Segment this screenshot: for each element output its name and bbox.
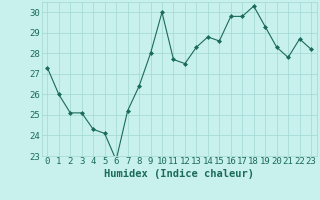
- X-axis label: Humidex (Indice chaleur): Humidex (Indice chaleur): [104, 169, 254, 179]
